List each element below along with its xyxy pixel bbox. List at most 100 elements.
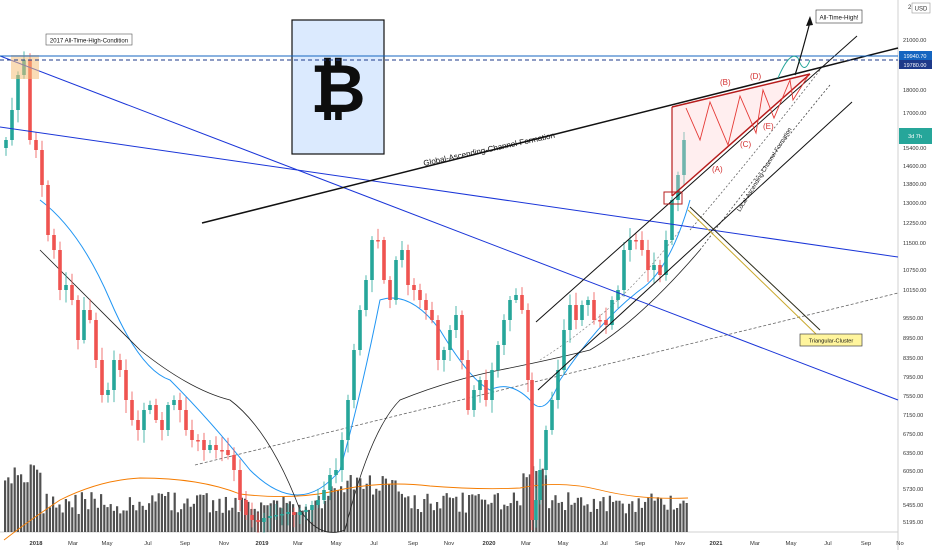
candle-body [418,290,422,300]
volume-bar [128,497,131,532]
ath-arrow-path [794,21,811,76]
volume-bar [160,493,163,532]
volume-bar [189,506,192,532]
volume-bar [672,509,675,532]
volume-bar [228,510,231,532]
volume-bar [621,503,624,532]
candle-body [4,140,8,148]
price-tick-label: 11500.00 [903,241,926,247]
time-tick-label: Nov [675,541,685,547]
candle-body [328,475,332,490]
volume-bar [567,492,570,532]
candle-body [634,240,638,242]
volume-bar [36,469,39,532]
volume-bar [23,482,26,532]
volume-bar [29,464,32,532]
candle-body [112,360,116,390]
time-tick-label: May [786,541,797,547]
volume-bar [138,501,141,532]
time-tick-label: No [896,541,903,547]
volume-bar [218,498,221,532]
candle-body [544,430,548,470]
candle-body [514,295,518,300]
candle-body [502,320,506,345]
blue-trendline-steep [0,55,899,401]
triangle-formation [663,55,811,205]
local-channel-lower [537,101,853,391]
volume-bar [554,495,557,532]
volume-bar [362,488,365,532]
time-tick-label: Jul [600,541,607,547]
candle-body [40,150,44,185]
currency-badge[interactable]: 2 USD [908,2,931,14]
candle-body [530,380,534,520]
candle-body [172,400,176,405]
volume-bar [119,513,122,532]
volume-bar [576,497,579,532]
candle-body [466,360,470,410]
volume-bar [474,495,477,532]
volume-bar [352,489,355,532]
candle-body [556,370,560,400]
volume-bar [528,474,531,532]
candle-body [568,305,572,330]
candle-body [436,320,440,360]
volume-bar [477,494,480,532]
volume-bar [42,513,45,532]
blue-trendline-shallow [0,126,899,258]
volume-bar [455,496,458,532]
ath-price-tag-2: 19780.00 [899,60,932,69]
volume-bar [167,492,170,532]
candle-body [562,330,566,370]
volume-bar [221,512,224,532]
candle-body [52,235,56,250]
candle-body [88,310,92,320]
volume-bar [186,498,189,532]
volume-bar [458,511,461,532]
volume-bar [413,495,416,532]
volume-bar [93,498,96,532]
price-tick-label: 9550.00 [903,316,923,322]
volume-bar [605,511,608,532]
volume-bar [452,498,455,532]
volume-bar [516,500,519,532]
volume-bar [253,508,256,532]
price-axis[interactable]: 21000.0018000.0017000.0016300.0015400.00… [903,38,926,526]
volume-bar [602,497,605,532]
price-tick-label: 6050.00 [903,469,923,475]
volume-bar [199,494,202,532]
volume-bar [4,480,7,532]
volume-bar [61,512,64,532]
time-tick-label: Nov [444,541,454,547]
candle-body [646,250,650,270]
volume-bar [464,512,467,532]
wave-label-a: (A) [712,165,723,174]
plot-area[interactable] [0,0,898,532]
candle-body [286,512,290,514]
volume-bar [493,494,496,532]
volume-bar [682,500,685,532]
time-axis[interactable]: 2018 Mar May Jul Sep Nov 2019 Mar May Jul Sep Nov 20… [30,541,904,547]
candle-body [370,240,374,280]
volume-bar [298,504,301,532]
volume-bar [170,510,173,532]
volume-bar [234,497,237,532]
candle-body [430,310,434,320]
volume-bar [240,497,243,532]
volume-bar [592,498,595,532]
volume-bar [519,505,522,532]
volume-bar [77,513,80,532]
price-tick-label: 18000.00 [903,88,926,94]
candle-body [322,490,326,500]
volume-bar [426,493,429,532]
time-tick-label: Jul [144,541,151,547]
candle-body [316,500,320,505]
candle-body [454,315,458,330]
volume-bar [292,504,295,532]
time-tick-label: Mar [68,541,78,547]
volume-bar [560,501,563,532]
volume-bar [512,492,515,532]
candle-body [226,450,230,455]
price-axis-bg[interactable] [898,0,932,550]
